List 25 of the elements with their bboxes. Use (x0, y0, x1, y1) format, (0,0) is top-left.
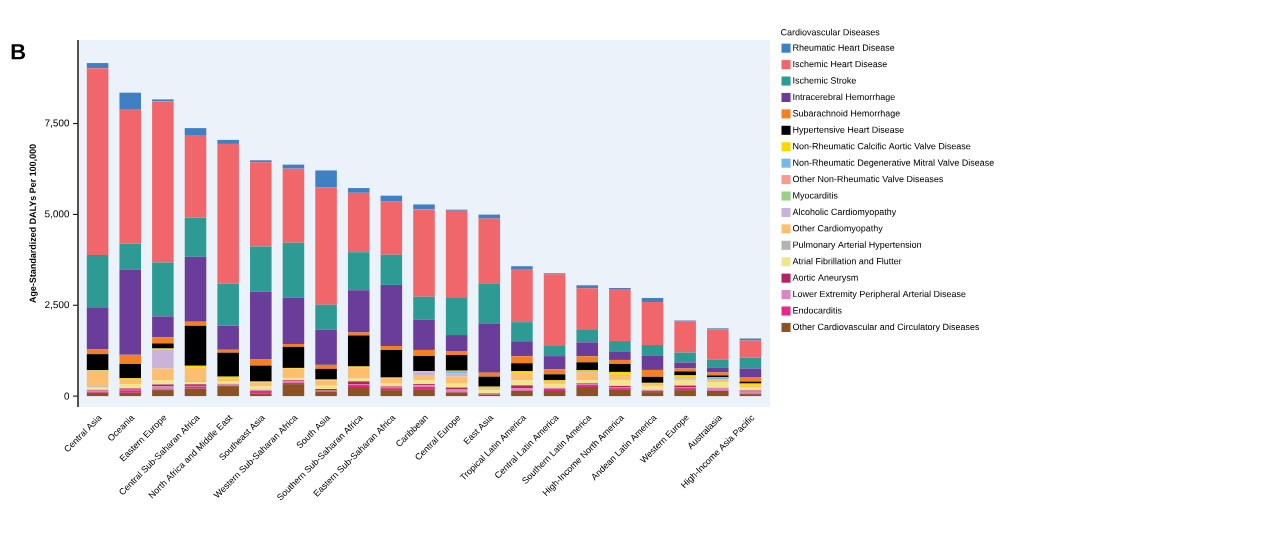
legend-label: Atrial Fibrillation and Flutter (792, 257, 902, 265)
legend-label: Ischemic Heart Disease (793, 60, 887, 68)
legend-label: Endocarditis (793, 307, 842, 314)
legend-title: Cardiovascular Diseases (781, 28, 880, 36)
legend-label: Other Non-Rheumatic Valve Diseases (792, 175, 944, 183)
legend-label: Other Cardiomyopathy (792, 224, 883, 234)
legend-label: Subarachnoid Hemorrhage (792, 109, 900, 119)
text: B (11, 44, 26, 60)
y-axis-title: Age-Standardized DALYs Per 100,000 (29, 144, 38, 303)
y-tick-label: 7,500 (45, 119, 70, 128)
legend-label: Myocarditis (793, 192, 838, 201)
legend-label: Rheumatic Heart Disease (793, 44, 895, 51)
y-tick-label: 5,000 (44, 210, 70, 219)
legend-label: Pulmonary Arterial Hypertension (793, 241, 922, 250)
legend-label: Lower Extremity Peripheral Arterial Disease (793, 290, 966, 299)
legend-label: Other Cardiovascular and Circulatory Diseases (792, 323, 980, 332)
legend-label: Intracerebral Hemorrhage (793, 93, 895, 102)
legend-label: Non-Rheumatic Degenerative Mitral Valve Disease (793, 159, 994, 168)
legend-label: Alcoholic Cardiomyopathy (792, 208, 897, 217)
legend-label: Aortic Aneurysm (792, 274, 858, 283)
legend-label: Hypertensive Heart Disease (793, 126, 904, 135)
legend-label: Non-Rheumatic Calcific Aortic Valve Disease (793, 142, 971, 150)
y-tick-label: 0 (64, 392, 70, 400)
y-tick-label: 2,500 (45, 301, 70, 310)
legend-label: Ischemic Stroke (793, 77, 856, 84)
